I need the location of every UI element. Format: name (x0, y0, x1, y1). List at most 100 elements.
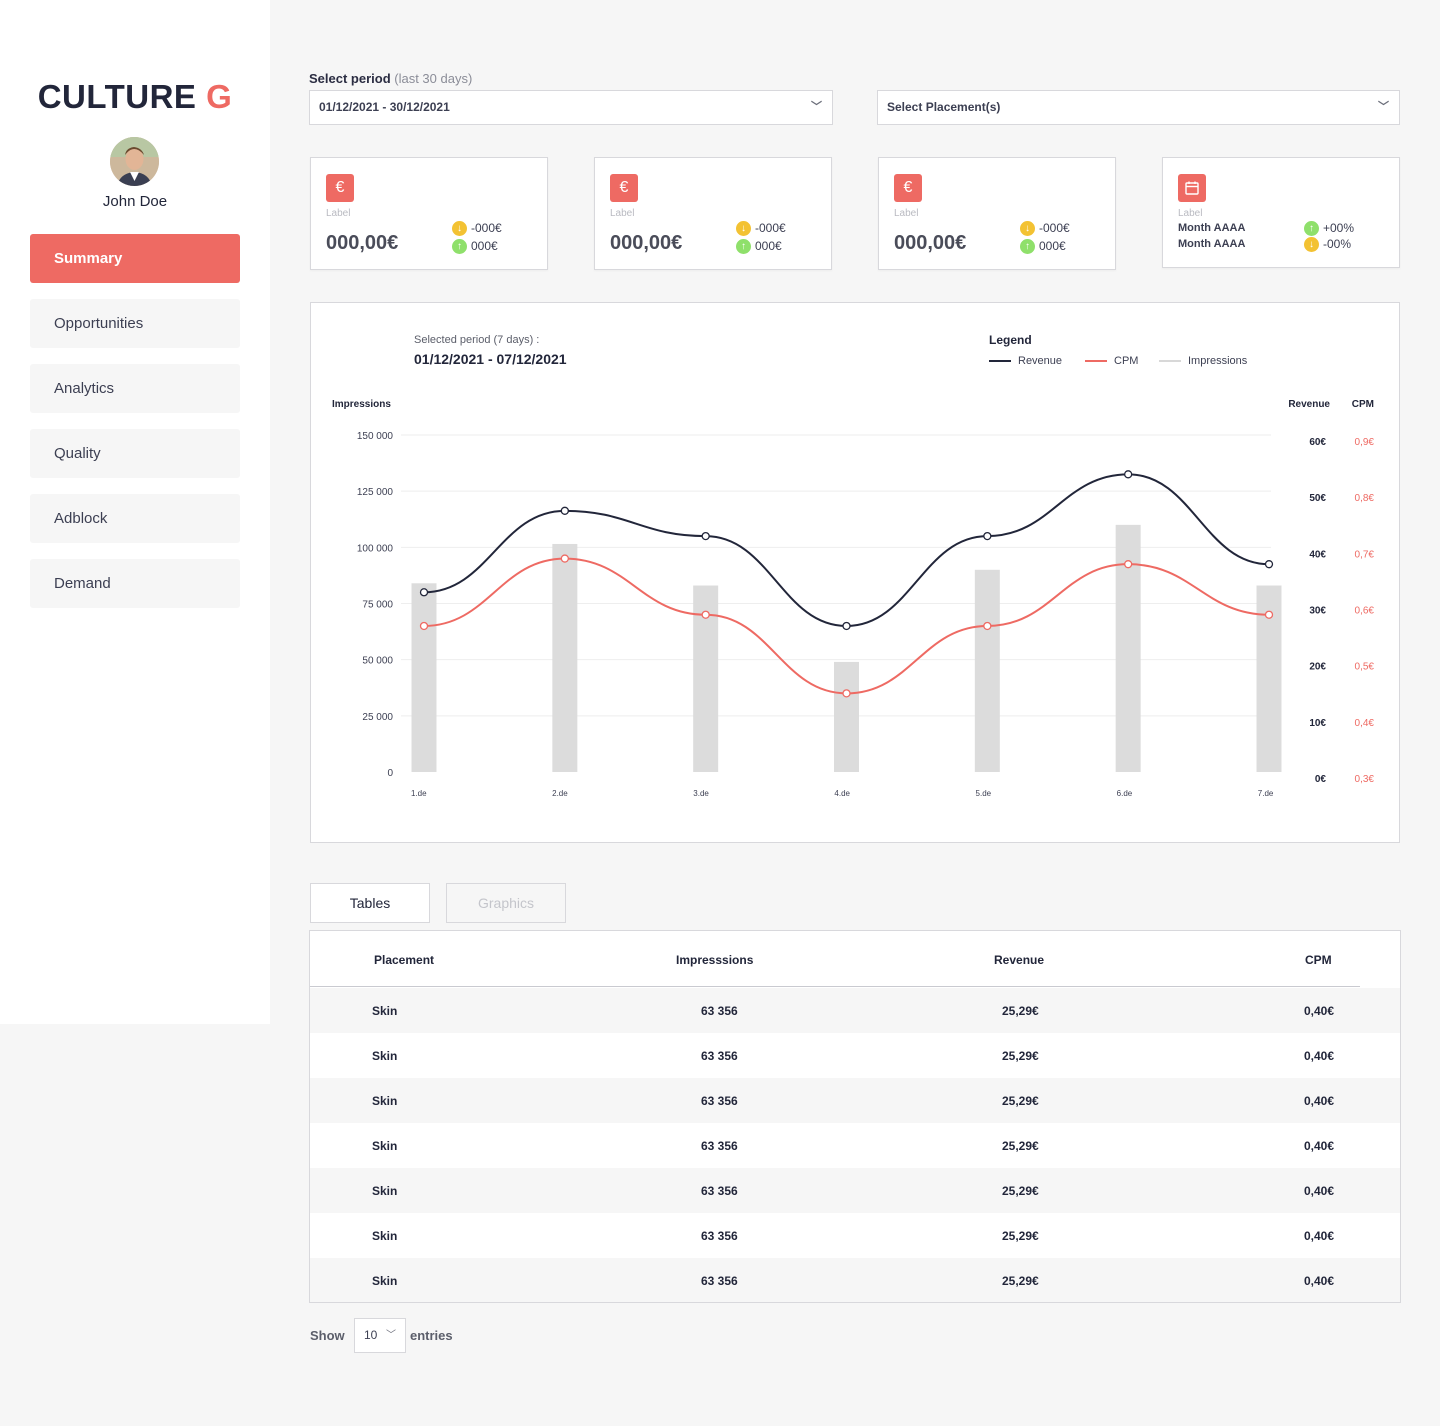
entries-select[interactable]: 10 ﹀ (354, 1318, 406, 1353)
cell-placement: Skin (372, 1094, 398, 1108)
legend-label: CPM (1114, 355, 1139, 367)
column-header-placement[interactable]: Placement (374, 953, 435, 967)
app-logo[interactable]: CULTURE G (0, 78, 270, 116)
placement-select[interactable]: Select Placement(s) ﹀ (877, 90, 1400, 125)
x-tick-label: 2.de (552, 789, 568, 798)
avatar[interactable] (110, 137, 159, 186)
card-month: Month AAAA (1178, 222, 1246, 234)
entries-label: entries (410, 1328, 453, 1343)
x-tick-label: 7.de (1258, 789, 1274, 798)
period-label: Select period (309, 71, 391, 86)
legend-label: Impressions (1188, 355, 1248, 367)
sidebar-item-demand[interactable]: Demand (30, 559, 240, 608)
point-cpm (701, 610, 710, 619)
table-row[interactable]: Skin 63 356 25,29€ 0,40€ (310, 988, 1400, 1033)
cell-placement: Skin (372, 1184, 398, 1198)
table-row[interactable]: Skin 63 356 25,29€ 0,40€ (310, 1078, 1400, 1123)
y-tick-label-revenue: 0€ (1315, 774, 1327, 785)
placement-value: Select Placement(s) (887, 100, 1001, 114)
x-tick-label: 5.de (976, 789, 992, 798)
legend-item-revenue[interactable]: Revenue (989, 355, 1062, 367)
cell-placement: Skin (372, 1229, 398, 1243)
cell-impressions: 63 356 (701, 1004, 738, 1018)
y-tick-label-revenue: 40€ (1309, 549, 1326, 560)
card-delta-value: -000€ (755, 221, 786, 235)
column-header-cpm[interactable]: CPM (1305, 953, 1332, 967)
card-delta-value: +00% (1323, 221, 1355, 235)
table-row[interactable]: Skin 63 356 25,29€ 0,40€ (310, 1123, 1400, 1168)
y-tick-label-cpm: 0,8€ (1355, 493, 1375, 504)
sidebar-item-quality[interactable]: Quality (30, 429, 240, 478)
kpi-card: € Label 000,00€ ↓ -000€ ↑ 000€ (310, 157, 548, 270)
table-row[interactable]: Skin 63 356 25,29€ 0,40€ (310, 1213, 1400, 1258)
card-delta-value: -00% (1323, 237, 1352, 251)
column-header-revenue[interactable]: Revenue (994, 953, 1045, 967)
card-delta-value: -000€ (1039, 221, 1070, 235)
chart-panel: Selected period (7 days) : 01/12/2021 - … (310, 302, 1400, 843)
point-revenue (701, 531, 710, 541)
y-tick-label-cpm: 0,4€ (1355, 718, 1375, 729)
y-axis-title-cpm: CPM (1352, 399, 1374, 410)
y-tick-label-left: 125 000 (357, 487, 394, 498)
cell-cpm: 0,40€ (1304, 1274, 1335, 1288)
card-delta-value: 000€ (471, 239, 498, 253)
chevron-down-icon: ﹀ (386, 1330, 396, 1341)
tab-tables[interactable]: Tables (310, 883, 430, 923)
kpi-card-month: Label Month AAAA Month AAAA ↑ +00% ↓ -00% (1162, 157, 1400, 268)
y-tick-label-cpm: 0,9€ (1355, 437, 1375, 448)
cell-impressions: 63 356 (701, 1139, 738, 1153)
x-tick-label: 1.de (411, 789, 427, 798)
cell-cpm: 0,40€ (1304, 1049, 1335, 1063)
sidebar-item-adblock[interactable]: Adblock (30, 494, 240, 543)
cell-placement: Skin (372, 1139, 398, 1153)
cell-revenue: 25,29€ (1002, 1229, 1039, 1243)
table-row[interactable]: Skin 63 356 25,29€ 0,40€ (310, 1033, 1400, 1078)
table-row[interactable]: Skin 63 356 25,29€ 0,40€ (310, 1258, 1400, 1302)
y-tick-label-cpm: 0,7€ (1355, 549, 1375, 560)
show-label: Show (310, 1328, 345, 1343)
cell-revenue: 25,29€ (1002, 1274, 1039, 1288)
sidebar-item-analytics[interactable]: Analytics (30, 364, 240, 413)
cell-impressions: 63 356 (701, 1184, 738, 1198)
euro-icon: € (326, 174, 354, 202)
card-label: Label (1178, 208, 1203, 219)
x-tick-label: 4.de (834, 789, 850, 798)
legend-item-cpm[interactable]: CPM (1085, 355, 1138, 367)
sidebar-item-opportunities[interactable]: Opportunities (30, 299, 240, 348)
cell-placement: Skin (372, 1004, 398, 1018)
point-cpm (560, 554, 569, 563)
y-axis-title-revenue: Revenue (1288, 399, 1330, 410)
chart-svg: Impressions Revenue CPM 0 25 000 50 000 75 000… (332, 399, 1375, 798)
cell-placement: Skin (372, 1274, 398, 1288)
tab-graphics[interactable]: Graphics (446, 883, 566, 923)
table-row[interactable]: Skin 63 356 25,29€ 0,40€ (310, 1168, 1400, 1213)
y-tick-label-revenue: 60€ (1309, 437, 1326, 448)
card-delta: ↑ +00% (1304, 221, 1355, 237)
card-delta: ↓ -00% (1304, 237, 1352, 253)
card-label: Label (326, 208, 351, 219)
arrow-up-icon: ↑ (1020, 239, 1035, 255)
column-header-impressions[interactable]: Impresssions (676, 953, 754, 967)
legend-item-impressions[interactable]: Impressions (1159, 355, 1247, 367)
y-tick-label-left: 75 000 (362, 600, 393, 611)
point-cpm (1124, 560, 1133, 569)
selected-period-label: Selected period (7 days) : (414, 334, 540, 346)
card-delta-value: 000€ (755, 239, 782, 253)
point-revenue (983, 531, 992, 541)
arrow-down-icon: ↓ (1020, 221, 1035, 237)
user-name: John Doe (102, 193, 168, 210)
sidebar-item-summary[interactable]: Summary (30, 234, 240, 283)
y-tick-label-cpm: 0,3€ (1355, 774, 1375, 785)
sidebar-nav: Summary Opportunities Analytics Quality … (30, 234, 240, 624)
y-tick-label-left: 0 (387, 768, 393, 779)
card-month: Month AAAA (1178, 238, 1246, 250)
period-select[interactable]: 01/12/2021 - 30/12/2021 ﹀ (309, 90, 833, 125)
legend-label: Revenue (1018, 355, 1063, 367)
point-revenue (419, 588, 429, 597)
cell-impressions: 63 356 (701, 1229, 738, 1243)
card-delta: ↓ -000€ (1020, 221, 1070, 237)
y-tick-label-revenue: 50€ (1309, 493, 1326, 504)
cell-revenue: 25,29€ (1002, 1094, 1039, 1108)
euro-icon: € (610, 174, 638, 202)
cell-cpm: 0,40€ (1304, 1004, 1335, 1018)
